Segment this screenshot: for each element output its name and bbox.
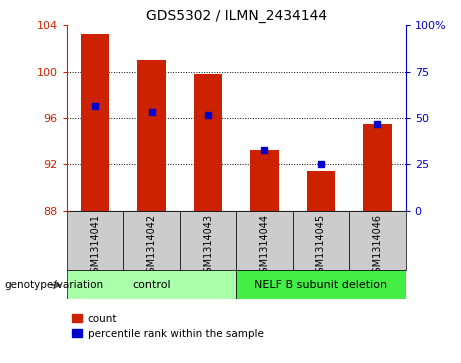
Text: GSM1314045: GSM1314045 <box>316 213 326 279</box>
Bar <box>194 74 222 211</box>
Bar <box>307 171 335 211</box>
Legend: count, percentile rank within the sample: count, percentile rank within the sample <box>72 314 264 339</box>
Text: control: control <box>132 280 171 290</box>
Bar <box>81 33 109 211</box>
Bar <box>236 211 293 270</box>
Bar <box>123 211 180 270</box>
Text: GSM1314043: GSM1314043 <box>203 213 213 278</box>
Bar <box>67 270 236 299</box>
Text: GSM1314041: GSM1314041 <box>90 213 100 278</box>
Bar <box>67 211 123 270</box>
Bar <box>137 60 165 211</box>
Text: NELF B subunit deletion: NELF B subunit deletion <box>254 280 388 290</box>
Text: GSM1314042: GSM1314042 <box>147 213 157 279</box>
Title: GDS5302 / ILMN_2434144: GDS5302 / ILMN_2434144 <box>146 9 327 23</box>
Bar <box>293 211 349 270</box>
Bar <box>180 211 236 270</box>
Bar <box>349 211 406 270</box>
Bar <box>236 270 406 299</box>
Text: genotype/variation: genotype/variation <box>5 280 104 290</box>
Bar <box>250 150 278 211</box>
Text: GSM1314044: GSM1314044 <box>260 213 270 278</box>
Text: GSM1314046: GSM1314046 <box>372 213 383 278</box>
Bar <box>363 124 391 211</box>
